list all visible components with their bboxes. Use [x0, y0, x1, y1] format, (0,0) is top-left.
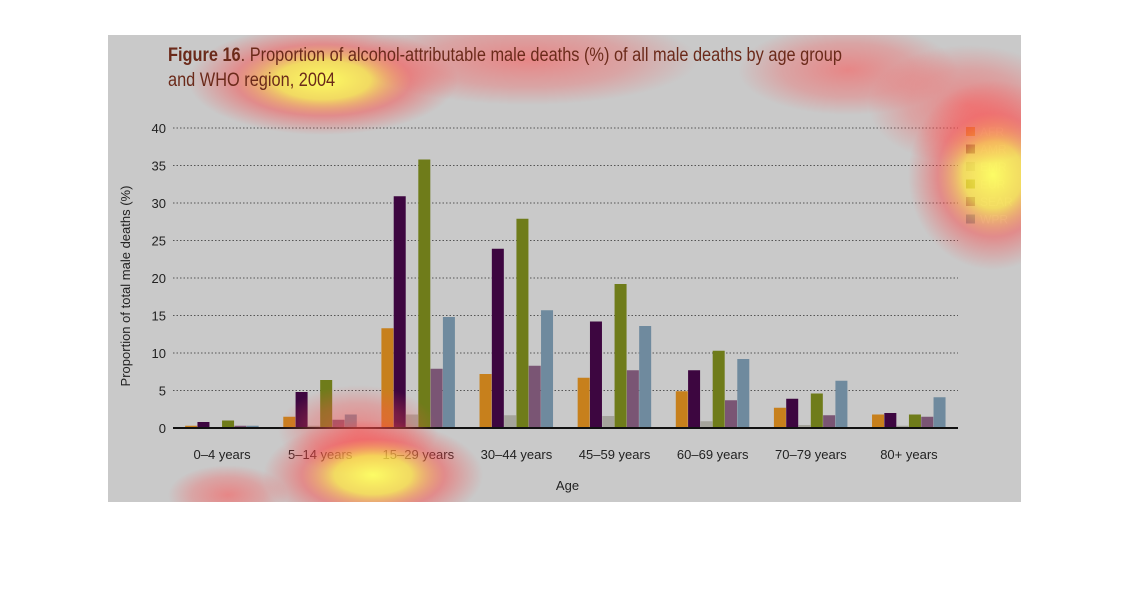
- bars: [185, 159, 946, 428]
- heatmap-blob: [168, 465, 288, 502]
- x-tick-label: 60–69 years: [677, 447, 749, 462]
- bar-sear: [528, 365, 541, 428]
- y-axis: 0 5 10 15 20 25 30 35 40: [152, 121, 166, 436]
- figure-title-text: . Proportion of alcohol-attributable mal…: [168, 45, 842, 91]
- bar-afr: [872, 414, 885, 428]
- bar-eur: [908, 414, 921, 428]
- y-tick-label: 0: [159, 421, 166, 436]
- x-axis-title: Age: [556, 478, 579, 493]
- heatmap-blob: [868, 45, 1021, 165]
- heatmap-blob: [358, 35, 698, 105]
- bar-amr: [197, 422, 210, 428]
- bar-amr: [491, 248, 504, 428]
- y-axis-title: Proportion of total male deaths (%): [118, 186, 133, 387]
- bar-amr: [589, 321, 602, 428]
- y-tick-label: 15: [152, 309, 166, 324]
- bar-emr: [700, 421, 713, 428]
- bar-afr: [185, 425, 198, 428]
- bar-sear: [823, 415, 836, 428]
- x-tick-label: 30–44 years: [481, 447, 553, 462]
- bar-afr: [773, 407, 786, 428]
- bar-eur: [810, 393, 823, 428]
- bar-emr: [798, 425, 811, 428]
- bar-emr: [896, 425, 909, 428]
- bar-eur: [516, 218, 529, 428]
- bar-eur: [418, 159, 431, 428]
- figure-number: Figure 16: [168, 45, 241, 66]
- x-tick-label: 0–4 years: [194, 447, 252, 462]
- heatmap-blob: [263, 420, 483, 502]
- bar-wpr: [835, 380, 848, 428]
- y-tick-label: 10: [152, 346, 166, 361]
- bar-sear: [724, 400, 737, 428]
- bar-sear: [234, 425, 247, 428]
- bar-wpr: [737, 359, 750, 428]
- bar-afr: [675, 391, 688, 428]
- bar-eur: [222, 420, 235, 428]
- bar-afr: [577, 377, 590, 428]
- bar-sear: [430, 368, 443, 428]
- y-tick-label: 35: [152, 159, 166, 174]
- y-tick-label: 40: [152, 121, 166, 136]
- bar-afr: [479, 374, 492, 428]
- bar-eur: [712, 350, 725, 428]
- bar-wpr: [541, 310, 554, 428]
- bar-wpr: [933, 397, 946, 428]
- bar-amr: [688, 370, 701, 428]
- bar-sear: [626, 370, 639, 428]
- bar-amr: [786, 398, 799, 428]
- bar-wpr: [639, 326, 652, 428]
- x-tick-label: 70–79 years: [775, 447, 847, 462]
- bar-wpr: [246, 425, 259, 428]
- y-tick-label: 25: [152, 234, 166, 249]
- x-tick-label: 45–59 years: [579, 447, 651, 462]
- attention-heatmap-overlay: [168, 35, 1021, 502]
- figure-title: Figure 16. Proportion of alcohol-attribu…: [168, 43, 873, 93]
- bar-amr: [393, 196, 406, 428]
- bar-sear: [921, 416, 934, 428]
- y-tick-label: 30: [152, 196, 166, 211]
- y-tick-label: 20: [152, 271, 166, 286]
- y-tick-label: 5: [159, 384, 166, 399]
- bar-amr: [884, 413, 897, 428]
- bar-wpr: [442, 317, 455, 428]
- x-tick-label: 80+ years: [880, 447, 938, 462]
- gridlines: [173, 127, 958, 391]
- bar-eur: [614, 284, 627, 428]
- bar-emr: [504, 415, 517, 428]
- bar-emr: [602, 416, 615, 428]
